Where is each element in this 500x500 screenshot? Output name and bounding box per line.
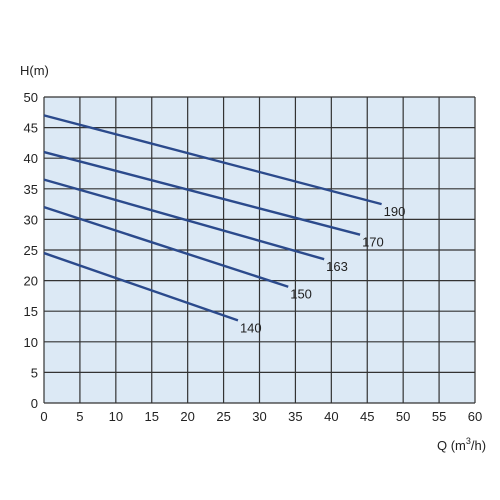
series-label-170: 170: [362, 235, 384, 250]
y-tick-label: 40: [24, 151, 38, 166]
x-tick-label: 5: [76, 409, 83, 424]
y-tick-label: 50: [24, 90, 38, 105]
series-line-170: [43, 150, 361, 236]
series-label-190: 190: [384, 204, 406, 219]
series-label-140: 140: [240, 320, 262, 335]
x-tick-label: 25: [216, 409, 230, 424]
y-tick-label: 25: [24, 243, 38, 258]
x-axis-title-tail: /h): [471, 438, 486, 453]
y-tick-label: 15: [24, 304, 38, 319]
x-tick-label: 10: [109, 409, 123, 424]
y-tick-label: 20: [24, 274, 38, 289]
y-tick-label: 0: [31, 396, 38, 411]
x-tick-label: 30: [252, 409, 266, 424]
y-tick-label: 5: [31, 365, 38, 380]
x-tick-label: 50: [396, 409, 410, 424]
series-label-163: 163: [326, 259, 348, 274]
x-axis-title: Q (m3/h): [437, 436, 486, 453]
x-tick-label: 60: [468, 409, 482, 424]
series-line-190: [43, 114, 382, 206]
x-axis-title-sup: 3: [466, 436, 471, 446]
x-tick-label: 55: [432, 409, 446, 424]
y-tick-label: 10: [24, 335, 38, 350]
y-axis-title: H(m): [20, 63, 49, 78]
x-axis-title-main: Q (m: [437, 438, 466, 453]
series-line-163: [43, 178, 325, 261]
x-tick-label: 35: [288, 409, 302, 424]
series-line-140: [43, 251, 239, 322]
series-label-150: 150: [290, 287, 312, 302]
x-tick-label: 20: [180, 409, 194, 424]
series-labels: 190 170 163 150 140: [240, 204, 405, 335]
y-tick-label: 35: [24, 182, 38, 197]
series-line-150: [43, 206, 289, 288]
x-tick-label: 45: [360, 409, 374, 424]
y-tick-label: 45: [24, 121, 38, 136]
y-tick-label: 30: [24, 212, 38, 227]
x-tick-label: 40: [324, 409, 338, 424]
x-tick-label: 0: [40, 409, 47, 424]
x-tick-labels: 0 5 10 15 20 25 30 35 40 45 50 55 60: [40, 409, 482, 424]
y-tick-labels: 0 5 10 15 20 25 30 35 40 45 50: [24, 90, 38, 411]
x-tick-label: 15: [145, 409, 159, 424]
series-lines: [43, 114, 382, 322]
grid: [43, 96, 476, 404]
